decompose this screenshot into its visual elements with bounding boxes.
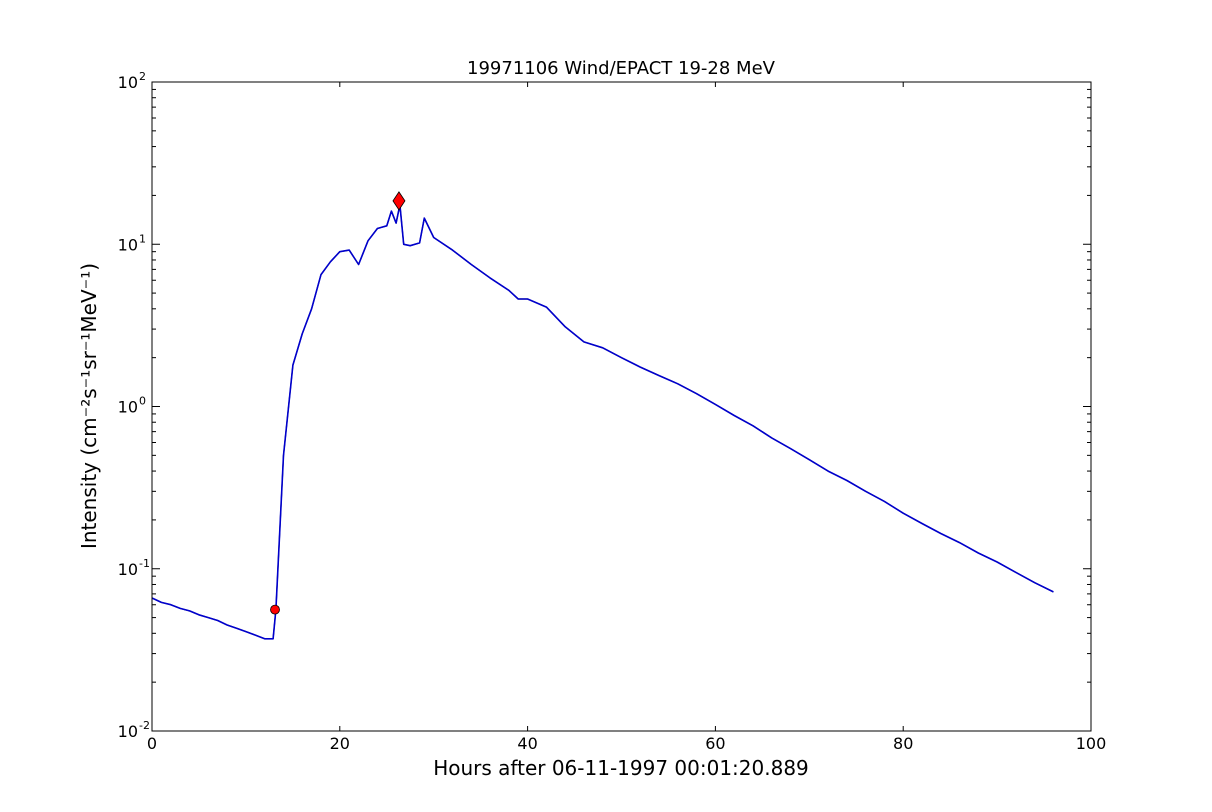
y-tick-label: 10 bbox=[118, 73, 138, 92]
plot-frame bbox=[151, 81, 1092, 732]
y-tick-exponent: 0 bbox=[139, 395, 146, 408]
y-tick-label: 10 bbox=[118, 560, 138, 579]
x-tick-label: 80 bbox=[893, 734, 913, 753]
marker-peak bbox=[392, 191, 406, 211]
x-tick-label: 60 bbox=[705, 734, 725, 753]
y-tick-exponent: -2 bbox=[139, 719, 150, 732]
x-tick-label: 100 bbox=[1076, 734, 1107, 753]
y-tick-exponent: 1 bbox=[139, 232, 146, 245]
x-axis: 0 20 40 60 80 100 bbox=[147, 82, 1106, 753]
x-tick-label: 20 bbox=[330, 734, 350, 753]
x-tick-label: 40 bbox=[517, 734, 537, 753]
y-axis-title: Intensity (cm⁻²s⁻¹sr⁻¹MeV⁻¹) bbox=[77, 263, 101, 549]
y-tick-label: 10 bbox=[118, 398, 138, 417]
marker-onset bbox=[270, 604, 280, 615]
y-tick-label: 10 bbox=[118, 235, 138, 254]
plot-area bbox=[151, 81, 1092, 732]
y-tick-label: 10 bbox=[118, 722, 138, 741]
y-tick-exponent: 2 bbox=[139, 70, 146, 83]
x-axis-title: Hours after 06-11-1997 00:01:20.889 bbox=[433, 756, 809, 780]
chart-title: 19971106 Wind/EPACT 19-28 MeV bbox=[467, 58, 776, 79]
y-tick-exponent: -1 bbox=[139, 557, 150, 570]
x-tick-label: 0 bbox=[147, 734, 157, 753]
series-line-smoothed bbox=[151, 204, 1054, 640]
